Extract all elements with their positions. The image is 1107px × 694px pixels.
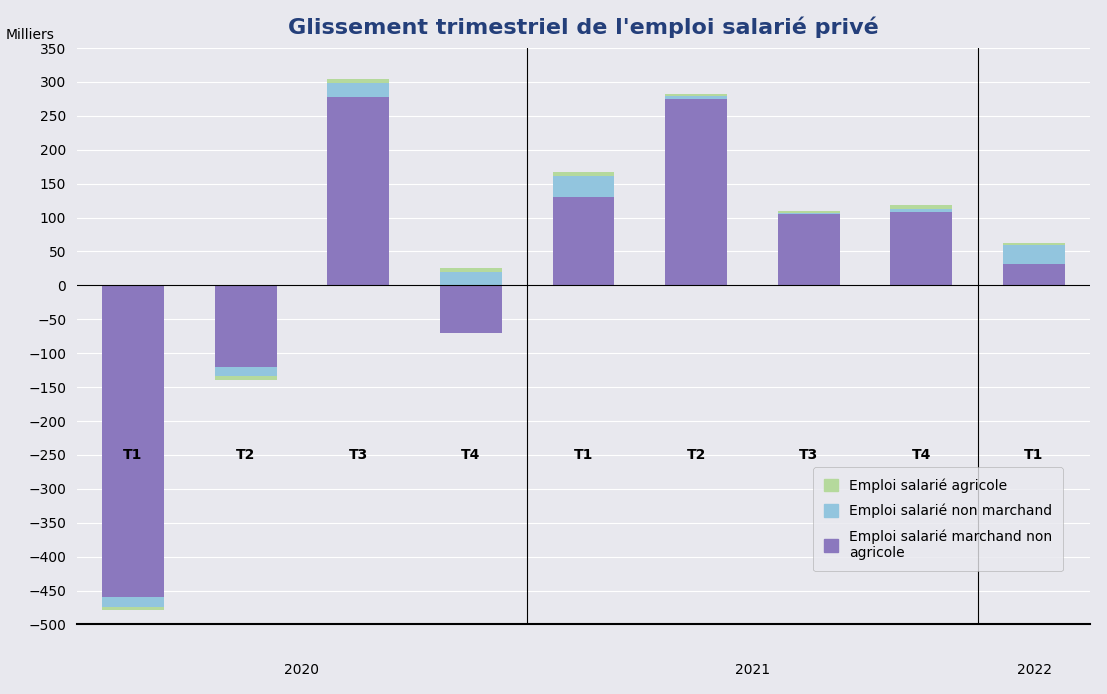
Text: 2021: 2021 (735, 663, 770, 677)
Text: T4: T4 (912, 448, 931, 462)
Text: T3: T3 (799, 448, 818, 462)
Text: T3: T3 (349, 448, 368, 462)
Bar (1003, 245, 1065, 264)
Bar (1003, 243, 1065, 245)
Text: 2022: 2022 (1016, 663, 1052, 677)
Bar (102, 607, 164, 610)
Bar (890, 209, 952, 212)
Bar (665, 96, 727, 99)
Bar (328, 97, 390, 285)
Bar (215, 285, 277, 366)
Bar (102, 285, 164, 598)
Bar (778, 213, 840, 214)
Bar (215, 366, 277, 376)
Text: T1: T1 (1024, 448, 1044, 462)
Text: Milliers: Milliers (6, 28, 54, 42)
Text: T1: T1 (123, 448, 143, 462)
Bar (665, 94, 727, 96)
Bar (439, 272, 501, 285)
Bar (328, 83, 390, 97)
Bar (328, 79, 390, 83)
Bar (890, 205, 952, 209)
Legend: Emploi salarié agricole, Emploi salarié non marchand, Emploi salarié marchand no: Emploi salarié agricole, Emploi salarié … (813, 467, 1063, 571)
Bar (552, 176, 614, 197)
Bar (439, 269, 501, 272)
Text: T1: T1 (573, 448, 593, 462)
Text: T2: T2 (686, 448, 706, 462)
Text: T2: T2 (236, 448, 256, 462)
Bar (552, 197, 614, 285)
Bar (665, 99, 727, 285)
Bar (1003, 264, 1065, 285)
Bar (102, 598, 164, 607)
Bar (215, 376, 277, 380)
Bar (439, 285, 501, 333)
Bar (778, 212, 840, 213)
Title: Glissement trimestriel de l'emploi salarié privé: Glissement trimestriel de l'emploi salar… (288, 17, 879, 38)
Text: T4: T4 (462, 448, 480, 462)
Bar (552, 172, 614, 176)
Text: 2020: 2020 (284, 663, 320, 677)
Bar (778, 214, 840, 285)
Bar (890, 212, 952, 285)
